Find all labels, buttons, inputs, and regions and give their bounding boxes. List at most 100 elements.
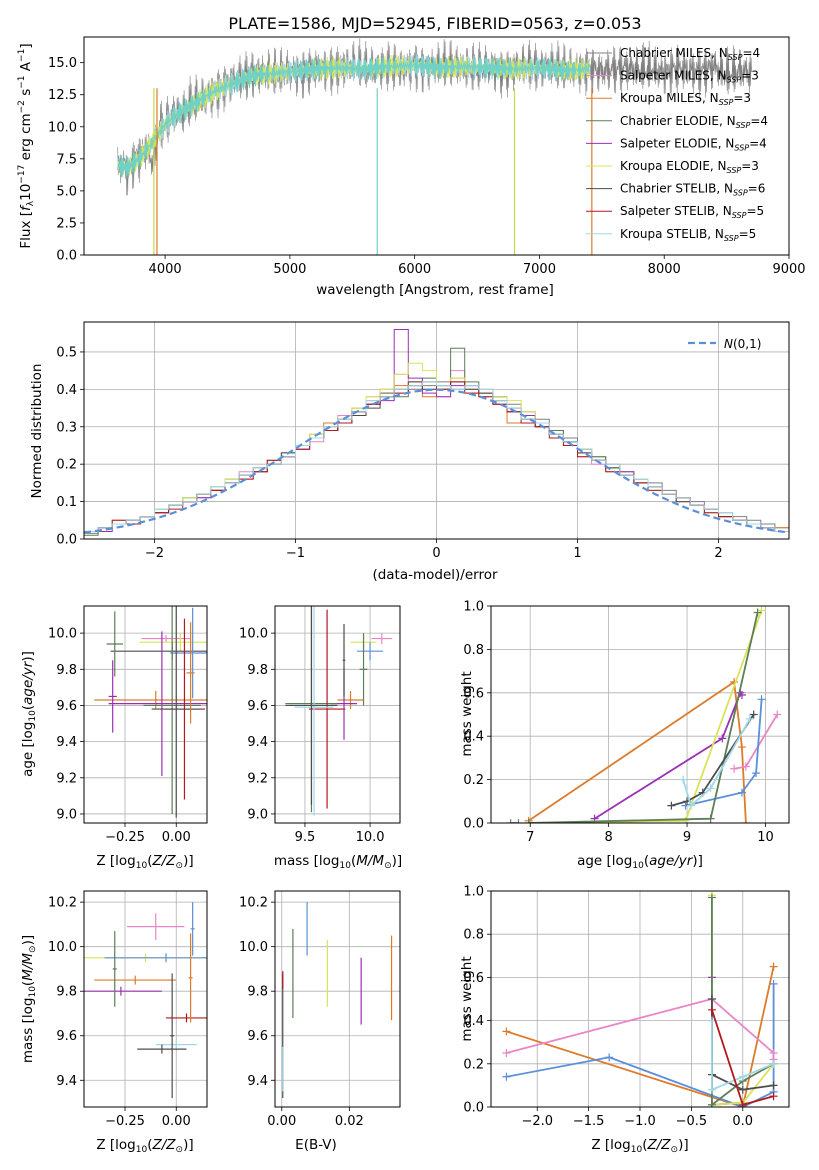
- massweight-vs-age-ytick-label-0: 0.0: [463, 817, 484, 832]
- massweight-vs-Z-xtick-label-0: −2.0: [521, 1114, 553, 1129]
- spectrum-legend-label-1: Salpeter MILES, NSSP=3: [620, 69, 759, 85]
- massweight-vs-age-marker-2-1: [741, 762, 750, 771]
- massweight-vs-Z-marker-1-1: [605, 1053, 614, 1062]
- mass-vs-Z-xlabel: Z [log10(Z/Z⊙)]: [96, 1137, 193, 1155]
- massweight-vs-Z-xtick-label-3: −0.5: [676, 1114, 708, 1129]
- spectrum-legend-label-5: Kroupa ELODIE, NSSP=3: [620, 159, 759, 175]
- massweight-vs-Z-xtick-label-4: 0.0: [732, 1114, 753, 1129]
- residuals-ytick-label-4: 0.4: [56, 383, 77, 398]
- chart-residuals: −2 −1 0 1 2 0.0 0.1 0.2 0.3 0.4 0.5 N(0,1) (data-mo…: [29, 321, 790, 583]
- massweight-vs-Z-marker-1-4: [769, 979, 778, 988]
- massweight-vs-Z-marker-8-1: [738, 1100, 747, 1107]
- residuals-ylabel: Normed distribution: [29, 364, 45, 499]
- mass-vs-EBV-ytick-label-2: 9.8: [247, 985, 268, 1000]
- massweight-vs-age-marker-7-2: [706, 784, 715, 793]
- massweight-vs-Z-marker-7-2: [738, 1072, 747, 1081]
- massweight-vs-Z-ytick-label-1: 0.2: [463, 1057, 484, 1072]
- residuals-gaussian-line: [84, 388, 789, 534]
- massweight-vs-age-marker-5-0: [524, 819, 533, 823]
- mass-vs-Z-xtick-label-0: −0.25: [105, 1114, 145, 1129]
- massweight-vs-age-marker-0-3: [741, 819, 750, 823]
- spectrum-xtick-label-4: 8000: [648, 262, 681, 277]
- residuals-ytick-label-2: 0.2: [56, 458, 77, 473]
- spectrum-ytick-label-6: 15.0: [48, 56, 77, 71]
- mass-vs-Z-ytick-label-4: 10.2: [48, 896, 77, 911]
- mass-vs-Z-ytick-label-3: 10.0: [48, 940, 77, 955]
- mass-vs-Z-ylabel: mass [log10(M/M⊙)]: [20, 935, 38, 1063]
- age-vs-Z-xtick-label-1: 0.00: [162, 830, 191, 845]
- age-vs-mass-ytick-label-5: 10.0: [239, 627, 268, 642]
- residuals-hist-8: [84, 381, 789, 539]
- massweight-vs-Z-ytick-label-5: 1.0: [463, 885, 484, 900]
- age-vs-Z-frame: [83, 605, 208, 824]
- massweight-vs-age-marker-7-3: [745, 714, 754, 723]
- age-vs-mass-data-layer: [285, 606, 393, 816]
- massweight-vs-Z-xtick-label-1: −1.5: [573, 1114, 605, 1129]
- massweight-vs-Z-marker-1-0: [502, 1072, 511, 1081]
- massweight-vs-Z-marker-6-0: [707, 995, 716, 1003]
- residuals-xlabel: (data-model)/error: [372, 567, 498, 583]
- mass-vs-EBV-xtick-label-1: 0.02: [335, 1114, 364, 1129]
- mass-vs-Z-ytick-label-0: 9.4: [56, 1074, 77, 1089]
- massweight-vs-Z-marker-5-0: [707, 893, 716, 902]
- spectrum-ytick-label-4: 10.0: [48, 120, 77, 135]
- massweight-vs-Z-marker-5-1: [707, 1100, 716, 1107]
- massweight-vs-age-ylabel: mass weight: [459, 671, 475, 756]
- massweight-vs-Z-marker-6-2: [738, 1085, 747, 1094]
- spectrum-legend-label-4: Salpeter ELODIE, NSSP=4: [620, 136, 767, 152]
- massweight-vs-age-marker-6-3: [749, 710, 758, 719]
- massweight-vs-Z-ylabel: mass weight: [459, 956, 475, 1041]
- massweight-vs-age-xtick-label-0: 7: [526, 830, 534, 845]
- massweight-vs-age-marker-6-0: [667, 801, 676, 810]
- massweight-vs-age-marker-7-1: [686, 801, 695, 810]
- mass-vs-Z-xtick-label-1: 0.00: [162, 1114, 191, 1129]
- massweight-vs-age-marker-8-0: [506, 819, 515, 823]
- massweight-vs-Z-marker-7-3: [769, 1059, 778, 1068]
- mass-vs-EBV-xtick-label-0: 0.00: [267, 1114, 296, 1129]
- massweight-vs-age-marker-2-2: [773, 710, 782, 719]
- residuals-xtick-label-1: −1: [286, 546, 305, 561]
- age-vs-mass-xlabel: mass [log10(M/M⊙)]: [274, 853, 402, 871]
- massweight-vs-Z-marker-6-3: [769, 1081, 778, 1090]
- chart-spectrum: 4000 5000 6000 7000 8000 9000 0.0 2.5 5.0 7.5 10.0…: [17, 36, 806, 298]
- mass-vs-EBV-ytick-label-0: 9.4: [247, 1074, 268, 1089]
- age-vs-Z-ylabel: age [log10(age/yr)]: [20, 651, 38, 777]
- spectrum-frame: [83, 36, 790, 256]
- spectrum-legend-label-7: Salpeter STELIB, NSSP=5: [620, 204, 764, 220]
- spectrum-data-layer: [117, 38, 752, 255]
- massweight-vs-Z-marker-8-2: [769, 1092, 778, 1101]
- massweight-vs-age-series-6: [671, 714, 755, 807]
- massweight-vs-Z-marker-0-0: [502, 1027, 511, 1036]
- spectrum-legend-label-2: Kroupa MILES, NSSP=3: [620, 91, 751, 107]
- massweight-vs-Z-marker-0-2: [769, 962, 778, 971]
- massweight-vs-age-ytick-label-5: 1.0: [463, 600, 484, 615]
- massweight-vs-Z-xtick-label-2: −1.0: [624, 1114, 656, 1129]
- age-vs-Z-ytick-label-3: 9.6: [56, 699, 77, 714]
- massweight-vs-age-marker-0-2: [737, 743, 746, 752]
- residuals-xtick-label-3: 1: [573, 546, 581, 561]
- spectrum-legend-label-8: Kroupa STELIB, NSSP=5: [620, 227, 756, 243]
- massweight-vs-Z-ytick-label-0: 0.0: [463, 1101, 484, 1116]
- age-vs-mass-ytick-label-3: 9.6: [247, 699, 268, 714]
- chart-massweight-vs-Z: −2.0 −1.5 −1.0 −0.5 0.0 0.0 0.2 0.4 0.6 0.8 1.0 Z …: [459, 885, 790, 1155]
- mass-vs-Z-ytick-label-1: 9.6: [56, 1029, 77, 1044]
- massweight-vs-age-series-1: [594, 690, 743, 820]
- residuals-ytick-label-3: 0.3: [56, 420, 77, 435]
- age-vs-mass-ytick-label-1: 9.2: [247, 771, 268, 786]
- massweight-vs-Z-ytick-label-2: 0.4: [463, 1014, 484, 1029]
- spectrum-model-line-2: [117, 56, 590, 179]
- spectrum-xlabel: wavelength [Angstrom, rest frame]: [316, 282, 554, 298]
- chart-age-vs-Z: −0.25 0.00 9.0 9.2 9.4 9.6 9.8 10.0 Z [log10(Z/…: [20, 605, 208, 871]
- residuals-xtick-label-0: −2: [145, 546, 164, 561]
- massweight-vs-age-ytick-label-3: 0.6: [463, 686, 484, 701]
- age-vs-mass-xtick-label-1: 10.0: [356, 830, 385, 845]
- massweight-vs-Z-series-0: [506, 966, 775, 1107]
- massweight-vs-Z-data-layer: [502, 891, 778, 1107]
- residuals-ytick-label-5: 0.5: [56, 345, 77, 360]
- massweight-vs-age-marker-1-1: [718, 734, 727, 743]
- massweight-vs-Z-marker-7-1: [707, 1085, 716, 1094]
- massweight-vs-age-marker-3-2: [752, 769, 761, 778]
- massweight-vs-age-series-0: [528, 680, 747, 823]
- residuals-legend-label: N(0,1): [724, 337, 761, 351]
- spectrum-legend-label-0: Chabrier MILES, NSSP=4: [620, 46, 760, 62]
